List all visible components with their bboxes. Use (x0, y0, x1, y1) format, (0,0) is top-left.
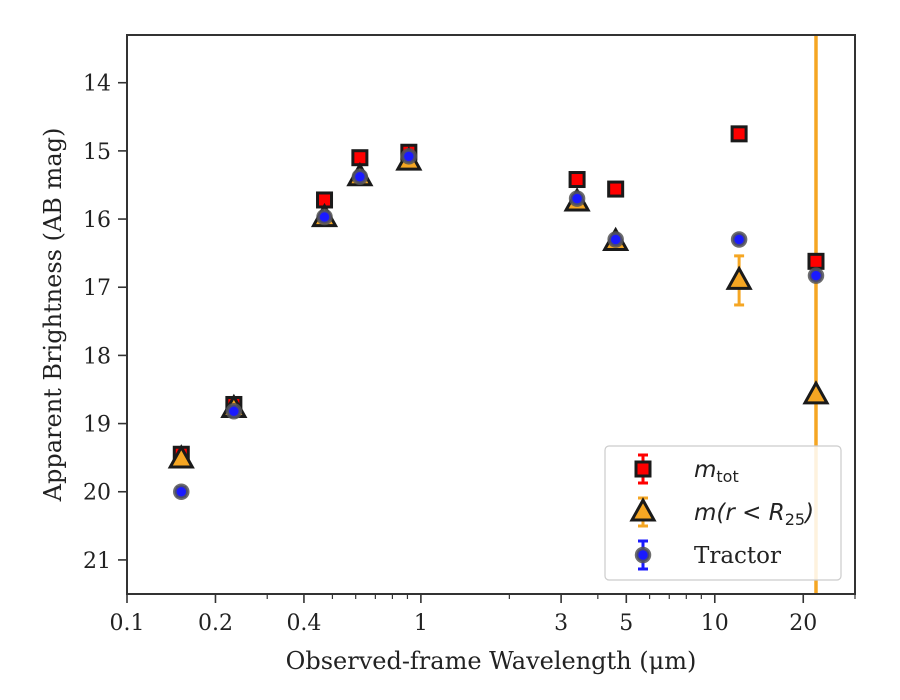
x-tick-label: 20 (789, 611, 817, 636)
axes (126, 34, 856, 595)
plot-frame (126, 34, 856, 595)
data-point (730, 231, 748, 248)
data-point (802, 380, 830, 405)
y-tick-label: 15 (83, 140, 111, 165)
data-point (568, 171, 586, 189)
legend-marker (634, 546, 652, 564)
legend-label: mtot (694, 457, 739, 486)
x-tick-label: 0.2 (198, 611, 233, 636)
data-points (167, 125, 830, 500)
data-point (225, 403, 243, 420)
data-point (400, 148, 418, 165)
legend-marker (629, 497, 657, 522)
legend-entry: Tractor (634, 539, 781, 571)
legend-entry: mtot (634, 453, 739, 486)
series-0 (172, 125, 825, 463)
data-point (807, 267, 825, 284)
y-tick-label: 17 (83, 276, 111, 301)
data-point (173, 483, 190, 500)
x-tick-label: 1 (414, 611, 428, 636)
x-tick-label: 5 (619, 611, 633, 636)
y-tick-label: 20 (83, 481, 111, 506)
data-point (807, 252, 825, 270)
data-point (607, 231, 624, 248)
y-tick-label: 21 (83, 549, 111, 574)
x-tick-label: 0.4 (286, 611, 321, 636)
legend-label: Tractor (694, 543, 781, 569)
ticks: 0.1 0.2 0.4 1 3 5 10 20 14 15 16 17 18 19 20 21 (83, 72, 856, 636)
legend-marker (634, 460, 652, 478)
data-point (316, 208, 333, 226)
y-tick-label: 18 (83, 344, 111, 369)
y-tick-label: 19 (83, 413, 111, 438)
x-tick-label: 0.1 (110, 611, 145, 636)
series-2 (173, 148, 825, 500)
legend-entry: m(r < R25) (629, 496, 814, 529)
x-tick-label: 3 (554, 611, 568, 636)
data-point (607, 180, 625, 198)
data-point (351, 168, 369, 186)
series-1 (167, 146, 830, 469)
legend-label-sub: 25 (785, 510, 805, 529)
legend-box (604, 445, 842, 581)
y-tick-label: 16 (83, 208, 111, 233)
legend-label: m(r < R25) (694, 500, 814, 529)
y-tick-label: 14 (83, 72, 111, 97)
legend-label-main: m(r < R (694, 500, 785, 526)
legend-label-sub: tot (716, 467, 738, 486)
legend-label-main: m (694, 457, 716, 483)
legend-label-tail: ) (803, 500, 814, 526)
data-point (725, 265, 753, 290)
data-point (167, 444, 195, 469)
legend: mtot m(r < R25) Tractor (604, 445, 842, 581)
data-point (568, 190, 586, 207)
x-axis-title: Observed-frame Wavelength (μm) (286, 647, 697, 675)
y-axis-title: Apparent Brightness (AB mag) (39, 128, 67, 503)
x-tick-label: 10 (701, 611, 729, 636)
data-point (730, 125, 748, 143)
